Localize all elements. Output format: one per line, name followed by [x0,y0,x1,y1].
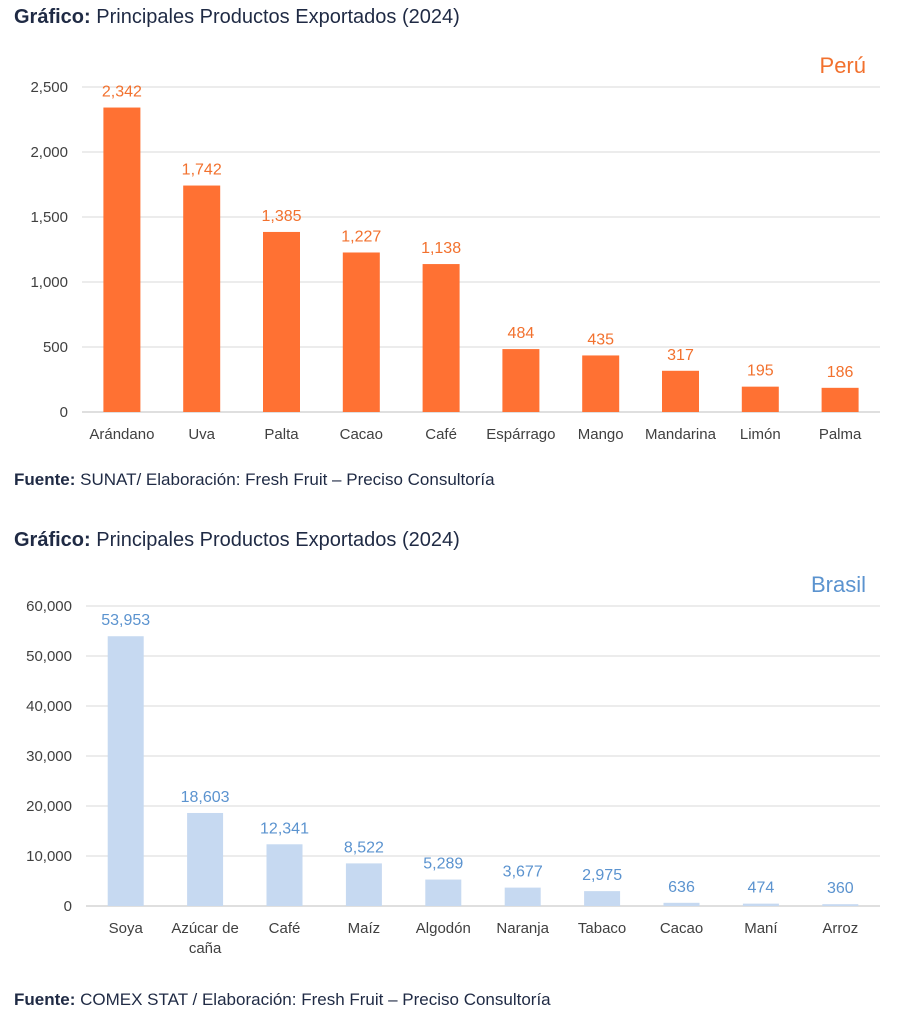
chart-caption-peru: Gráfico: Principales Productos Exportado… [14,6,460,29]
data-label: 474 [748,880,775,897]
data-label: 53,953 [101,612,150,629]
caption-text: Principales Productos Exportados (2024) [96,6,460,28]
source-bold: Fuente: [14,990,76,1009]
x-tick-label: Maíz [348,920,381,937]
chart-title: Perú [820,53,866,78]
bar [263,231,300,412]
bar [342,252,380,412]
x-tick-label: Palma [819,426,862,443]
y-tick-label: 10,000 [26,848,72,865]
data-label: 18,603 [181,789,230,806]
x-tick-label: Palta [264,426,299,443]
source-text: SUNAT/ Elaboración: Fresh Fruit – Precis… [80,470,495,489]
bar [582,355,620,412]
data-label: 1,385 [261,208,301,225]
bar [266,844,303,906]
x-tick-label: Cacao [340,426,383,443]
y-tick-label: 2,500 [30,79,68,96]
data-label: 12,341 [260,820,309,837]
x-tick-label: Espárrago [486,426,555,443]
x-tick-label: Azúcar de caña [171,920,239,957]
data-label: 1,227 [341,228,381,245]
x-tick-label: Limón [740,426,781,443]
bar [345,863,382,906]
source-text: COMEX STAT / Elaboración: Fresh Fruit – … [80,990,551,1009]
bar [425,879,462,906]
caption-bold: Gráfico: [14,529,91,551]
bar [662,370,699,412]
y-tick-label: 2,000 [30,144,68,161]
bar [103,107,141,412]
caption-text: Principales Productos Exportados (2024) [96,529,460,551]
bar [822,904,859,906]
chart-title: Brasil [811,572,866,597]
x-tick-label: Café [269,920,301,937]
data-label: 484 [508,325,535,342]
bar [821,387,859,412]
bar [422,264,460,412]
data-label: 2,975 [582,867,622,884]
chart-peru: Perú 0 500 1,000 1,500 2,000 2,500 2,342 Arándan… [30,53,880,443]
y-tick-label: 1,500 [30,209,68,226]
bar [584,891,621,906]
x-tick-label: Arroz [822,920,858,937]
data-label: 1,138 [421,240,461,257]
bar [741,386,779,412]
data-label: 360 [827,880,854,897]
x-tick-label: Mandarina [645,426,717,443]
x-tick-label: Mango [578,426,624,443]
bar [183,185,221,412]
chart-source-brasil: Fuente: COMEX STAT / Elaboración: Fresh … [14,990,551,1010]
chart-brasil: Brasil 0 10,000 20,000 30,000 40,000 50,000 60,… [26,572,880,957]
x-tick-label: Soya [109,920,144,937]
x-tick-label: Uva [188,426,215,443]
x-tick-label: Tabaco [578,920,626,937]
data-label: 186 [827,364,854,381]
y-tick-label: 60,000 [26,598,72,615]
y-tick-label: 500 [43,339,68,356]
x-tick-label: Cacao [660,920,703,937]
y-tick-label: 0 [60,404,68,421]
chart-source-peru: Fuente: SUNAT/ Elaboración: Fresh Fruit … [14,470,495,490]
data-label: 317 [667,347,694,364]
data-label: 8,522 [344,839,384,856]
data-label: 636 [668,879,695,896]
y-tick-label: 0 [64,898,72,915]
y-tick-label: 1,000 [30,274,68,291]
y-tick-label: 20,000 [26,798,72,815]
source-bold: Fuente: [14,470,76,489]
chart-caption-brasil: Gráfico: Principales Productos Exportado… [14,529,460,552]
x-tick-label: Arándano [89,426,154,443]
bar [502,349,540,412]
data-label: 195 [747,363,774,380]
bar [504,887,541,906]
data-label: 2,342 [102,84,142,101]
bar [742,903,779,906]
bar [187,812,224,906]
data-label: 5,289 [423,856,463,873]
data-label: 1,742 [182,162,222,179]
data-label: 3,677 [503,864,543,881]
x-tick-label: Algodón [416,920,471,937]
y-tick-label: 50,000 [26,648,72,665]
x-tick-label: Naranja [496,920,549,937]
y-tick-label: 40,000 [26,698,72,715]
bar [107,636,144,906]
bar [663,902,700,906]
y-tick-label: 30,000 [26,748,72,765]
x-tick-label: Café [425,426,457,443]
x-tick-label: Maní [744,920,778,937]
data-label: 435 [587,331,614,348]
caption-bold: Gráfico: [14,6,91,28]
